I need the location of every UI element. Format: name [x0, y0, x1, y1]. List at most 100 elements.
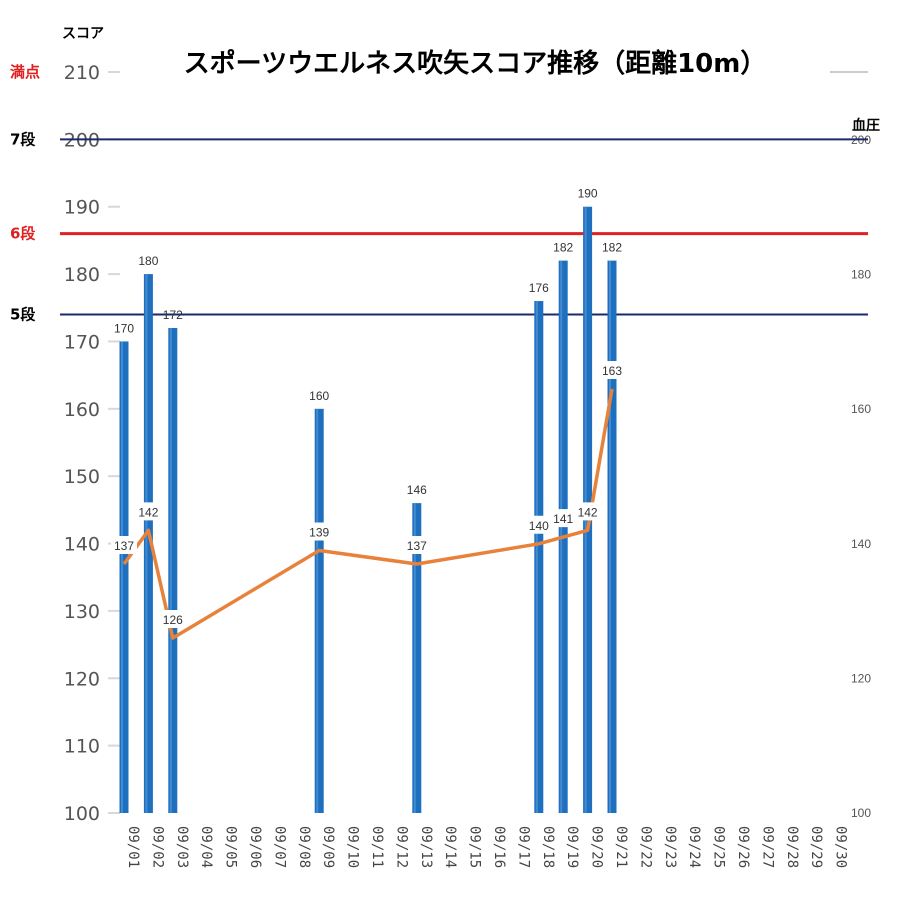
blood-pressure-label-bg: [135, 502, 162, 521]
reference-line-label: 6段: [10, 225, 35, 243]
x-tick-label: 09/26: [735, 826, 751, 868]
y-tick-left-label: 110: [64, 736, 100, 758]
y-tick-right-label: 140: [851, 537, 871, 551]
score-bar-value: 182: [553, 241, 573, 255]
reference-line-label: 満点: [10, 63, 40, 81]
x-tick-label: 09/24: [686, 826, 702, 868]
blood-pressure-polyline: [122, 388, 614, 640]
blood-pressure-line: [122, 388, 614, 640]
blood-pressure-label-bg: [403, 535, 430, 554]
score-bar: [412, 503, 422, 813]
blood-pressure-label-bg: [111, 535, 137, 554]
score-bar-value: 180: [138, 254, 158, 268]
x-tick-label: 09/06: [247, 826, 263, 868]
score-bar: [534, 301, 544, 813]
y-tick-left-label: 160: [64, 399, 100, 421]
score-bar: [314, 408, 324, 813]
blood-pressure-labels: 137 142 126 139 137 140 141 142 163: [111, 361, 625, 629]
y-tick-left-label: 150: [64, 466, 100, 488]
score-bar-value: 160: [309, 389, 329, 403]
x-tick-label: 09/30: [833, 826, 849, 868]
score-bar: [607, 260, 617, 814]
score-bar-value: 176: [529, 281, 549, 295]
blood-pressure-value: 142: [138, 505, 158, 519]
x-axis-ticks: 09/01 09/02 09/03 09/04 09/05 09/06 09/07 09/08…: [125, 826, 849, 868]
y-tick-right-label: 120: [851, 671, 871, 685]
blood-pressure-label-bg: [599, 361, 625, 380]
blood-pressure-value: 137: [114, 539, 134, 553]
reference-line-label: 5段: [10, 306, 35, 324]
x-tick-label: 09/11: [369, 826, 385, 868]
reference-line-label: 7段: [10, 130, 35, 148]
x-tick-label: 09/25: [711, 826, 727, 868]
blood-pressure-label-bg: [306, 522, 333, 541]
x-tick-label: 09/21: [613, 826, 629, 868]
x-tick-label: 09/05: [223, 826, 239, 868]
x-tick-label: 09/22: [637, 826, 653, 868]
score-bars: [119, 206, 617, 814]
y-tick-right-label: 160: [851, 402, 871, 416]
x-tick-label: 09/08: [296, 826, 312, 868]
x-tick-label: 09/17: [515, 826, 531, 868]
blood-pressure-label-bg: [574, 502, 601, 521]
x-tick-label: 09/12: [393, 826, 409, 868]
x-tick-label: 09/07: [271, 826, 287, 868]
score-bar-value: 172: [163, 308, 183, 322]
y-tick-left-label: 190: [64, 197, 100, 219]
score-bar-highlight: [145, 274, 148, 813]
y-tick-left-label: 210: [64, 62, 100, 84]
score-bar-highlight: [413, 503, 416, 813]
blood-pressure-value: 163: [602, 364, 622, 378]
x-tick-label: 09/02: [149, 826, 165, 868]
x-tick-label: 09/01: [125, 826, 141, 868]
blood-pressure-value: 142: [578, 505, 598, 519]
score-bar-value: 190: [578, 187, 598, 201]
blood-pressure-value: 126: [163, 613, 183, 627]
x-tick-label: 09/10: [345, 826, 361, 868]
x-tick-label: 09/27: [759, 826, 775, 868]
score-bar-labels: 170 180 172 160 146 176 182 190 182: [114, 187, 622, 497]
blood-pressure-value: 141: [553, 512, 573, 526]
score-bar-highlight: [121, 341, 123, 813]
blood-pressure-label-bg: [159, 610, 186, 629]
score-bar-value: 182: [602, 241, 622, 255]
x-tick-label: 09/14: [442, 826, 458, 868]
score-bar: [143, 274, 153, 813]
y-tick-left-label: 170: [64, 331, 100, 353]
y-tick-left-label: 130: [64, 601, 100, 623]
x-tick-label: 09/15: [467, 826, 483, 868]
score-bar-highlight: [316, 408, 319, 813]
y-axis-left-label: スコア: [62, 26, 104, 42]
y-tick-left-label: 120: [64, 668, 100, 690]
y-tick-left-label: 100: [64, 803, 100, 825]
y-tick-left-label: 140: [64, 534, 100, 556]
x-tick-label: 09/18: [540, 826, 556, 868]
x-tick-label: 09/09: [320, 826, 336, 868]
x-tick-label: 09/03: [174, 826, 190, 868]
x-tick-label: 09/19: [564, 826, 580, 868]
x-tick-label: 09/29: [808, 826, 824, 868]
score-bar-value: 170: [114, 321, 134, 335]
y-tick-right-label: 180: [851, 268, 871, 282]
blood-pressure-label-bg: [525, 515, 552, 534]
blood-pressure-value: 139: [309, 526, 329, 540]
blood-pressure-value: 137: [407, 539, 427, 553]
x-tick-label: 09/23: [662, 826, 678, 868]
x-tick-label: 09/20: [589, 826, 605, 868]
reference-lines: 満点 7段 6段 5段: [10, 63, 868, 324]
score-bar-highlight: [535, 301, 538, 813]
x-tick-label: 09/28: [784, 826, 800, 868]
blood-pressure-value: 140: [529, 519, 549, 533]
score-bar-highlight: [609, 260, 611, 814]
blood-pressure-label-bg: [550, 509, 577, 528]
x-tick-label: 09/16: [491, 826, 507, 868]
score-bar-value: 146: [407, 483, 427, 497]
score-bar: [168, 327, 178, 813]
chart-title: スポーツウエルネス吹矢スコア推移（距離10m）: [184, 48, 767, 79]
y-tick-right-label: 100: [851, 806, 871, 820]
x-tick-label: 09/13: [418, 826, 434, 868]
y-tick-left-label: 180: [64, 264, 100, 286]
score-bar: [119, 341, 129, 813]
